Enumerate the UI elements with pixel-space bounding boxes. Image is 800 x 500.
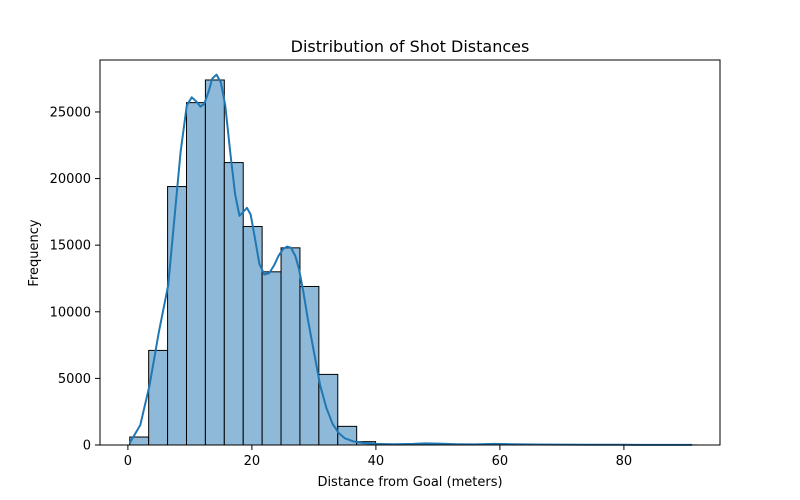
y-axis-title: Frequency	[27, 219, 42, 286]
kde-density-line	[128, 73, 693, 446]
x-tick-label: 60	[492, 454, 509, 469]
histogram-bar	[261, 271, 282, 446]
x-tick-label: 80	[616, 454, 633, 469]
x-axis: 0 20 40 60 80	[124, 445, 632, 469]
histogram-bar	[318, 373, 339, 446]
y-tick-label: 0	[83, 439, 91, 454]
y-axis: 0 5000 10000 15000 20000 25000	[50, 105, 100, 454]
histogram-bars	[129, 79, 698, 446]
histogram-bar	[204, 79, 225, 446]
histogram-bar	[185, 102, 206, 446]
x-tick-label: 0	[124, 454, 132, 469]
y-tick-label: 25000	[50, 105, 91, 120]
histogram-bar	[223, 162, 244, 446]
x-tick-label: 40	[368, 454, 385, 469]
y-tick-label: 15000	[50, 239, 91, 254]
histogram-bar	[280, 247, 301, 446]
y-tick-label: 5000	[58, 372, 91, 387]
plot-frame	[99, 59, 721, 446]
y-tick-label: 10000	[50, 305, 91, 320]
chart-title: Distribution of Shot Distances	[291, 37, 530, 56]
histogram-bar	[167, 186, 187, 446]
x-axis-title: Distance from Goal (meters)	[317, 475, 502, 490]
x-tick-label: 20	[244, 454, 261, 469]
histogram-bar	[148, 349, 169, 446]
y-tick-label: 20000	[50, 172, 91, 187]
plot-area	[99, 59, 721, 446]
